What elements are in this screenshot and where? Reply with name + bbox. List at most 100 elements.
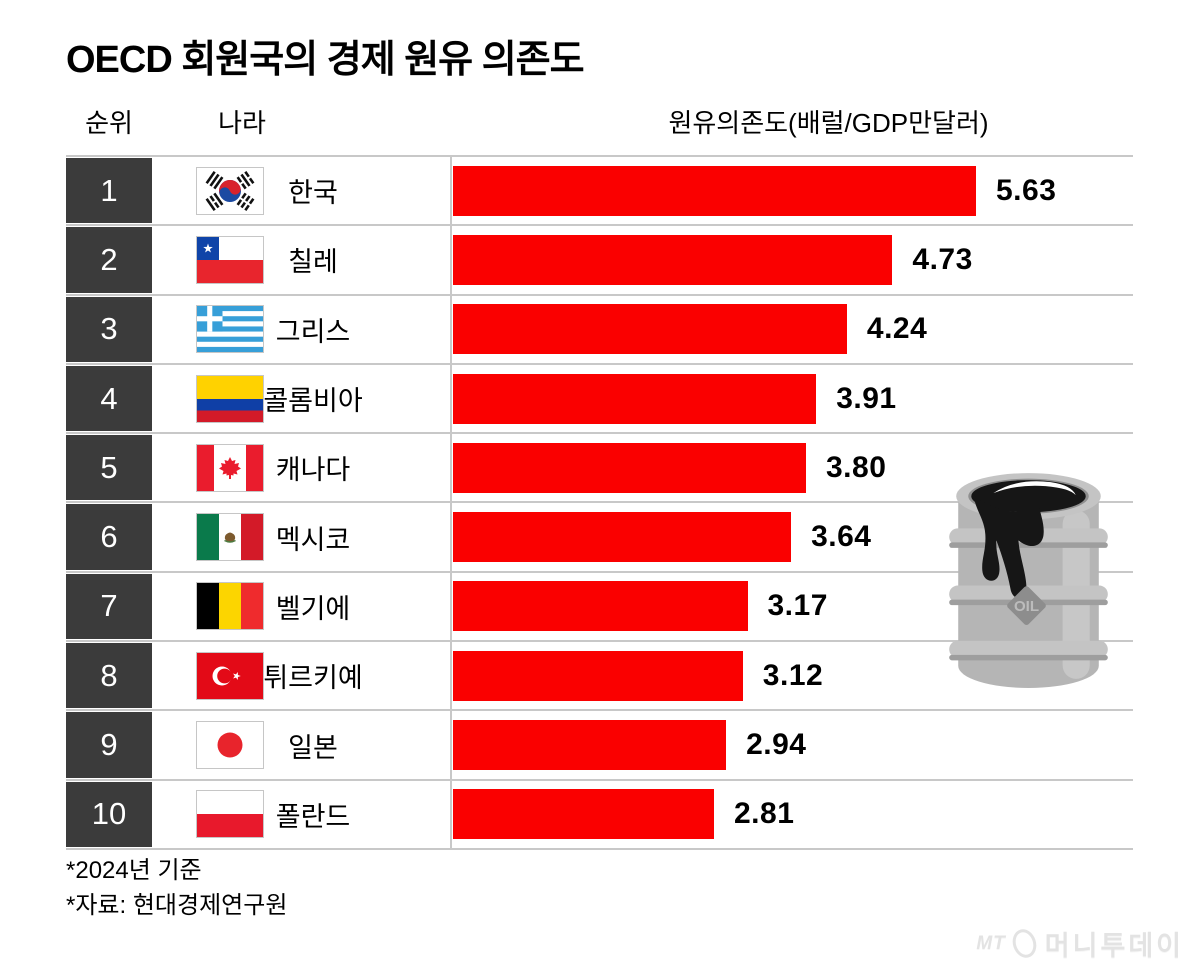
value-label: 4.73 xyxy=(912,242,973,276)
flag-icon-colombia xyxy=(196,374,264,423)
value-bar xyxy=(453,650,743,701)
oil-barrel-icon: OIL xyxy=(949,473,1108,688)
rank-badge: 10 xyxy=(66,781,152,847)
table-row: 7 벨기에 3.17 xyxy=(66,572,1133,643)
footnotes: *2024년 기준 *자료: 현대경제연구원 xyxy=(66,853,287,923)
flag-icon-turkiye xyxy=(196,651,264,700)
bar-cell: 3.80 xyxy=(450,434,1133,502)
column-header-rank: 순위 xyxy=(85,108,133,138)
rank-cell: 8 xyxy=(66,642,152,709)
flag-icon-belgium xyxy=(196,582,264,631)
value-label: 5.63 xyxy=(996,173,1057,207)
value-bar xyxy=(453,234,893,285)
country-name: 일본 xyxy=(288,732,338,763)
table-row: 3 그리스 4.24 xyxy=(66,295,1133,365)
table-row: 2 칠레 4.73 xyxy=(66,226,1133,296)
flag-icon-mexico xyxy=(196,513,264,562)
value-bar xyxy=(453,581,748,632)
value-label: 2.81 xyxy=(734,797,795,831)
country-name: 폴란드 xyxy=(275,801,351,832)
country-name: 칠레 xyxy=(288,247,338,278)
bar-cell: 3.12 xyxy=(450,642,1133,710)
flag-icon-poland xyxy=(196,790,264,839)
rank-number: 6 xyxy=(100,519,118,555)
value-label: 4.24 xyxy=(866,312,928,346)
country-cell: 그리스 xyxy=(152,296,450,363)
footnote-basis: *2024년 기준 xyxy=(66,857,202,884)
bar-cell: 2.81 xyxy=(450,780,1133,848)
flag-icon-south-korea xyxy=(196,166,264,215)
rank-cell: 3 xyxy=(66,296,152,363)
rank-number: 9 xyxy=(100,727,118,763)
rank-badge: 1 xyxy=(66,158,152,224)
country-cell: 칠레 xyxy=(152,226,450,293)
rank-badge: 6 xyxy=(66,504,152,570)
rank-number: 2 xyxy=(100,241,118,277)
rank-number: 1 xyxy=(100,172,118,208)
country-cell: 폴란드 xyxy=(152,781,450,848)
value-bar xyxy=(453,165,976,216)
rank-cell: 5 xyxy=(66,434,152,501)
country-name: 그리스 xyxy=(275,316,351,347)
country-cell: 한국 xyxy=(152,157,450,224)
bar-cell: 3.17 xyxy=(450,572,1133,641)
country-name: 한국 xyxy=(288,178,338,209)
moneytoday-mt-mark: MT xyxy=(976,932,1006,954)
rank-badge: 5 xyxy=(66,435,152,501)
bar-cell: 3.91 xyxy=(450,364,1133,433)
value-label: 3.80 xyxy=(826,450,887,484)
country-name: 벨기에 xyxy=(275,593,351,624)
value-bar xyxy=(453,512,792,563)
value-label: 3.91 xyxy=(836,381,897,415)
bar-cell: 2.94 xyxy=(450,711,1133,779)
moneytoday-logo-icon xyxy=(1008,926,1040,961)
value-bar xyxy=(453,304,847,355)
flag-icon-greece xyxy=(196,305,264,354)
bar-cell: 5.63 xyxy=(450,157,1133,225)
column-header-country: 나라 xyxy=(218,108,266,138)
flag-icon-canada xyxy=(196,443,264,492)
country-name: 멕시코 xyxy=(275,524,351,555)
rank-badge: 8 xyxy=(66,643,152,709)
value-label: 2.94 xyxy=(746,728,807,762)
rank-badge: 4 xyxy=(66,365,152,432)
table-row: 8 튀르키예 3.12 xyxy=(66,642,1133,712)
rank-badge: 7 xyxy=(66,573,152,640)
country-cell: 벨기에 xyxy=(152,573,450,640)
rank-cell: 4 xyxy=(66,365,152,432)
rank-number: 10 xyxy=(91,796,127,832)
value-bar xyxy=(453,720,727,771)
rank-badge: 3 xyxy=(66,296,152,362)
rank-number: 7 xyxy=(100,588,118,624)
rank-cell: 2 xyxy=(66,226,152,293)
rank-number: 8 xyxy=(100,657,118,693)
bar-cell: 4.73 xyxy=(450,226,1133,294)
rank-cell: 6 xyxy=(66,503,152,570)
value-label: 3.64 xyxy=(811,520,872,554)
oil-spill xyxy=(973,494,1044,599)
country-cell: 멕시코 xyxy=(152,503,450,570)
country-cell: 콜롬비아 xyxy=(152,365,450,432)
rank-badge: 9 xyxy=(66,712,152,778)
rank-cell: 9 xyxy=(66,711,152,778)
value-label: 3.12 xyxy=(762,658,824,692)
bar-cell: 3.64 xyxy=(450,503,1133,571)
oil-barrel-label: OIL xyxy=(1014,598,1039,615)
value-bar xyxy=(453,373,817,424)
column-header-value: 원유의존도(배럴/GDP만달러) xyxy=(668,108,989,138)
flag-icon-japan xyxy=(196,721,264,770)
table-row: 9 일본 2.94 xyxy=(66,711,1133,781)
country-cell: 일본 xyxy=(152,711,450,778)
bar-cell: 4.24 xyxy=(450,295,1133,363)
rank-cell: 7 xyxy=(66,573,152,640)
table-row: 4 콜롬비아 3.91 xyxy=(66,364,1133,435)
flag-icon-chile xyxy=(196,235,264,284)
page-title: OECD 회원국의 경제 원유 의존도 xyxy=(66,39,585,81)
footnote-source: *자료: 현대경제연구원 xyxy=(66,892,288,919)
rank-cell: 10 xyxy=(66,781,152,848)
table-row: 6 멕시코 3.64 xyxy=(66,503,1133,573)
country-cell: 튀르키예 xyxy=(152,642,450,709)
country-name: 콜롬비아 xyxy=(263,386,363,417)
country-cell: 캐나다 xyxy=(152,434,450,501)
